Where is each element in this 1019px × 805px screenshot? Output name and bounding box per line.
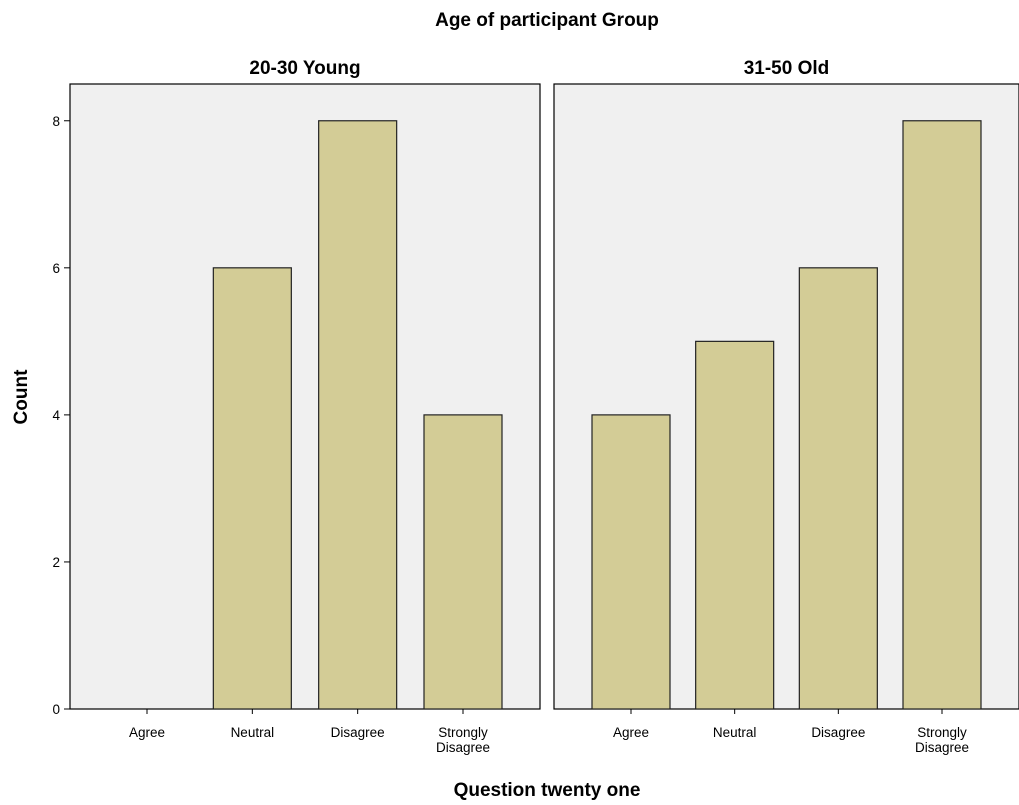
- panel-title: 31-50 Old: [744, 58, 830, 79]
- panel-2: 31-50 Old Agree Neutral Disagree Strongly Dis…: [553, 58, 1019, 755]
- y-tick-label: 0: [52, 702, 60, 717]
- x-tick-label: Agree: [613, 725, 649, 740]
- bar: [423, 414, 503, 710]
- x-tick-label: Disagree: [331, 725, 385, 740]
- bar: [798, 267, 878, 710]
- panels-layer: 20-30 Young Agree Neutral Disagree Strongly D…: [69, 58, 1019, 755]
- panel-title: 20-30 Young: [249, 58, 360, 79]
- bar: [902, 120, 982, 710]
- x-tick-label: Disagree: [811, 725, 865, 740]
- panel-1: 20-30 Young Agree Neutral Disagree Strongly D…: [69, 58, 541, 755]
- x-axis-title: Question twenty one: [454, 780, 641, 801]
- bar: [212, 267, 292, 710]
- y-axis-title: Count: [11, 369, 32, 425]
- chart-title: Age of participant Group: [435, 10, 659, 31]
- y-tick-label: 8: [52, 114, 60, 129]
- bar: [318, 120, 398, 710]
- y-tick-label: 6: [52, 261, 60, 276]
- y-tick-label: 2: [52, 555, 60, 570]
- x-tick-label: Neutral: [713, 725, 757, 740]
- bar: [591, 414, 671, 710]
- y-axis: 0 2 4 6 8: [52, 114, 70, 717]
- bar: [695, 340, 775, 710]
- x-tick-label: Strongly Disagree: [436, 725, 490, 755]
- y-tick-label: 4: [52, 408, 60, 423]
- x-tick-label: Strongly Disagree: [915, 725, 969, 755]
- x-tick-label: Agree: [129, 725, 165, 740]
- x-tick-label: Neutral: [231, 725, 275, 740]
